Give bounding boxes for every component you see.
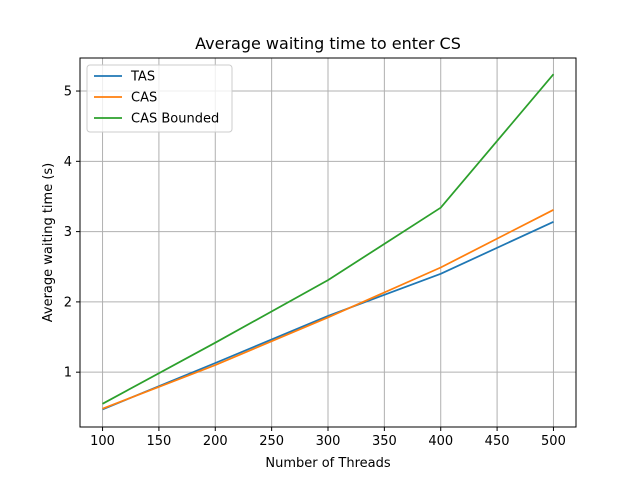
y-axis-ticks: 1 2 3 4 5	[64, 85, 80, 381]
y-tick-label: 5	[64, 85, 72, 100]
legend: TAS CAS CAS Bounded	[86, 64, 233, 133]
x-tick-label: 450	[485, 434, 510, 449]
legend-label-tas: TAS	[130, 70, 155, 85]
chart-title: Average waiting time to enter CS	[195, 34, 461, 53]
x-tick-label: 400	[428, 434, 453, 449]
series-line-tas	[102, 221, 554, 411]
series-lines	[102, 73, 555, 411]
legend-label-cas-bounded: CAS Bounded	[131, 112, 219, 127]
x-axis-label: Number of Threads	[265, 456, 390, 471]
y-tick-label: 1	[64, 366, 72, 381]
y-axis-label: Average waiting time (s)	[41, 163, 56, 322]
legend-label-cas: CAS	[131, 91, 157, 106]
x-tick-label: 500	[541, 434, 566, 449]
series-line-cas-bounded	[102, 73, 555, 405]
legend-box	[86, 64, 233, 133]
y-tick-label: 3	[64, 225, 72, 240]
x-tick-label: 100	[90, 434, 115, 449]
x-axis-ticks: 100 150 200 250 300 350 400 450 500	[90, 427, 566, 449]
x-tick-label: 300	[316, 434, 341, 449]
x-tick-label: 250	[259, 434, 284, 449]
x-tick-label: 350	[372, 434, 397, 449]
y-tick-label: 2	[64, 295, 72, 310]
y-tick-label: 4	[64, 155, 72, 170]
series-line-cas	[102, 209, 554, 410]
x-tick-label: 200	[203, 434, 228, 449]
x-tick-label: 150	[146, 434, 171, 449]
